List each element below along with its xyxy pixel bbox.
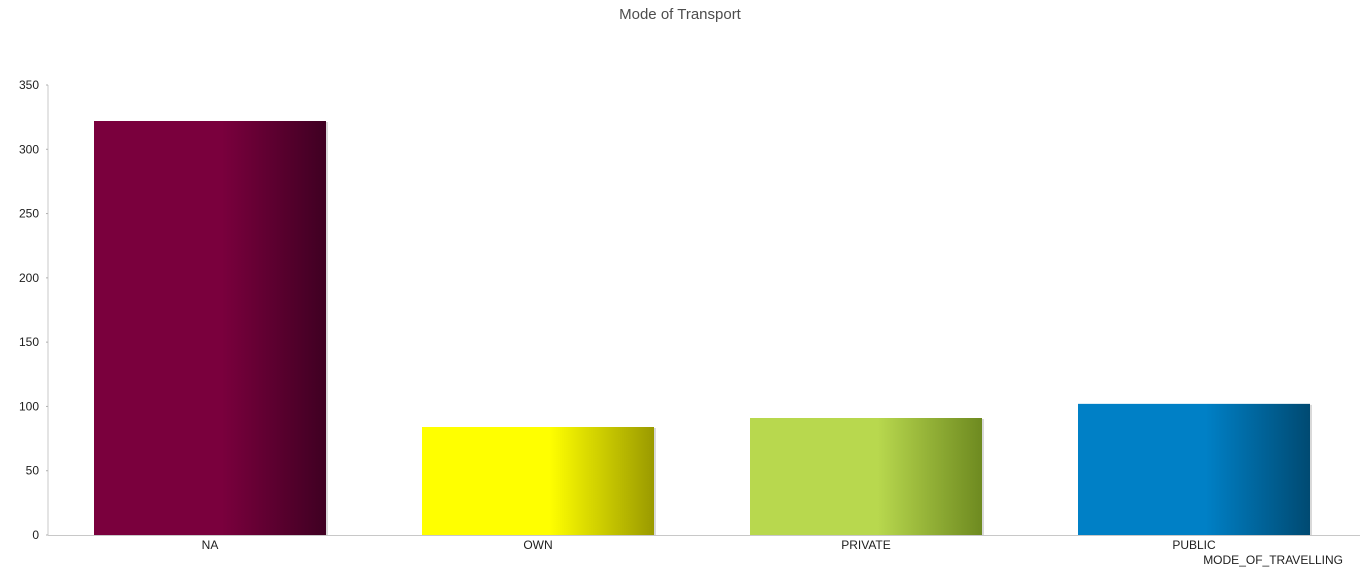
y-tick-label: 300 [19, 142, 39, 156]
y-axis: 0 50 100 150 200 250 300 350 [19, 78, 49, 542]
y-tick-label: 0 [32, 528, 39, 542]
x-tick-label: PRIVATE [841, 538, 891, 552]
bars [94, 121, 1312, 536]
x-axis: NA OWN PRIVATE PUBLIC [48, 535, 1360, 552]
y-tick-label: 200 [19, 271, 39, 285]
x-tick-label: OWN [523, 538, 552, 552]
y-tick-label: 100 [19, 399, 39, 413]
bar-own [422, 427, 654, 535]
bar-na [94, 121, 326, 535]
y-tick-label: 50 [26, 464, 40, 478]
bar-private [750, 418, 982, 535]
y-tick-label: 350 [19, 78, 39, 92]
x-tick-label: NA [202, 538, 219, 552]
y-tick-label: 250 [19, 207, 39, 221]
y-tick-label: 150 [19, 335, 39, 349]
chart-title: Mode of Transport [619, 6, 741, 23]
bar-public [1078, 403, 1310, 535]
x-tick-label: PUBLIC [1172, 538, 1216, 552]
x-axis-title: MODE_OF_TRAVELLING [1203, 553, 1343, 567]
